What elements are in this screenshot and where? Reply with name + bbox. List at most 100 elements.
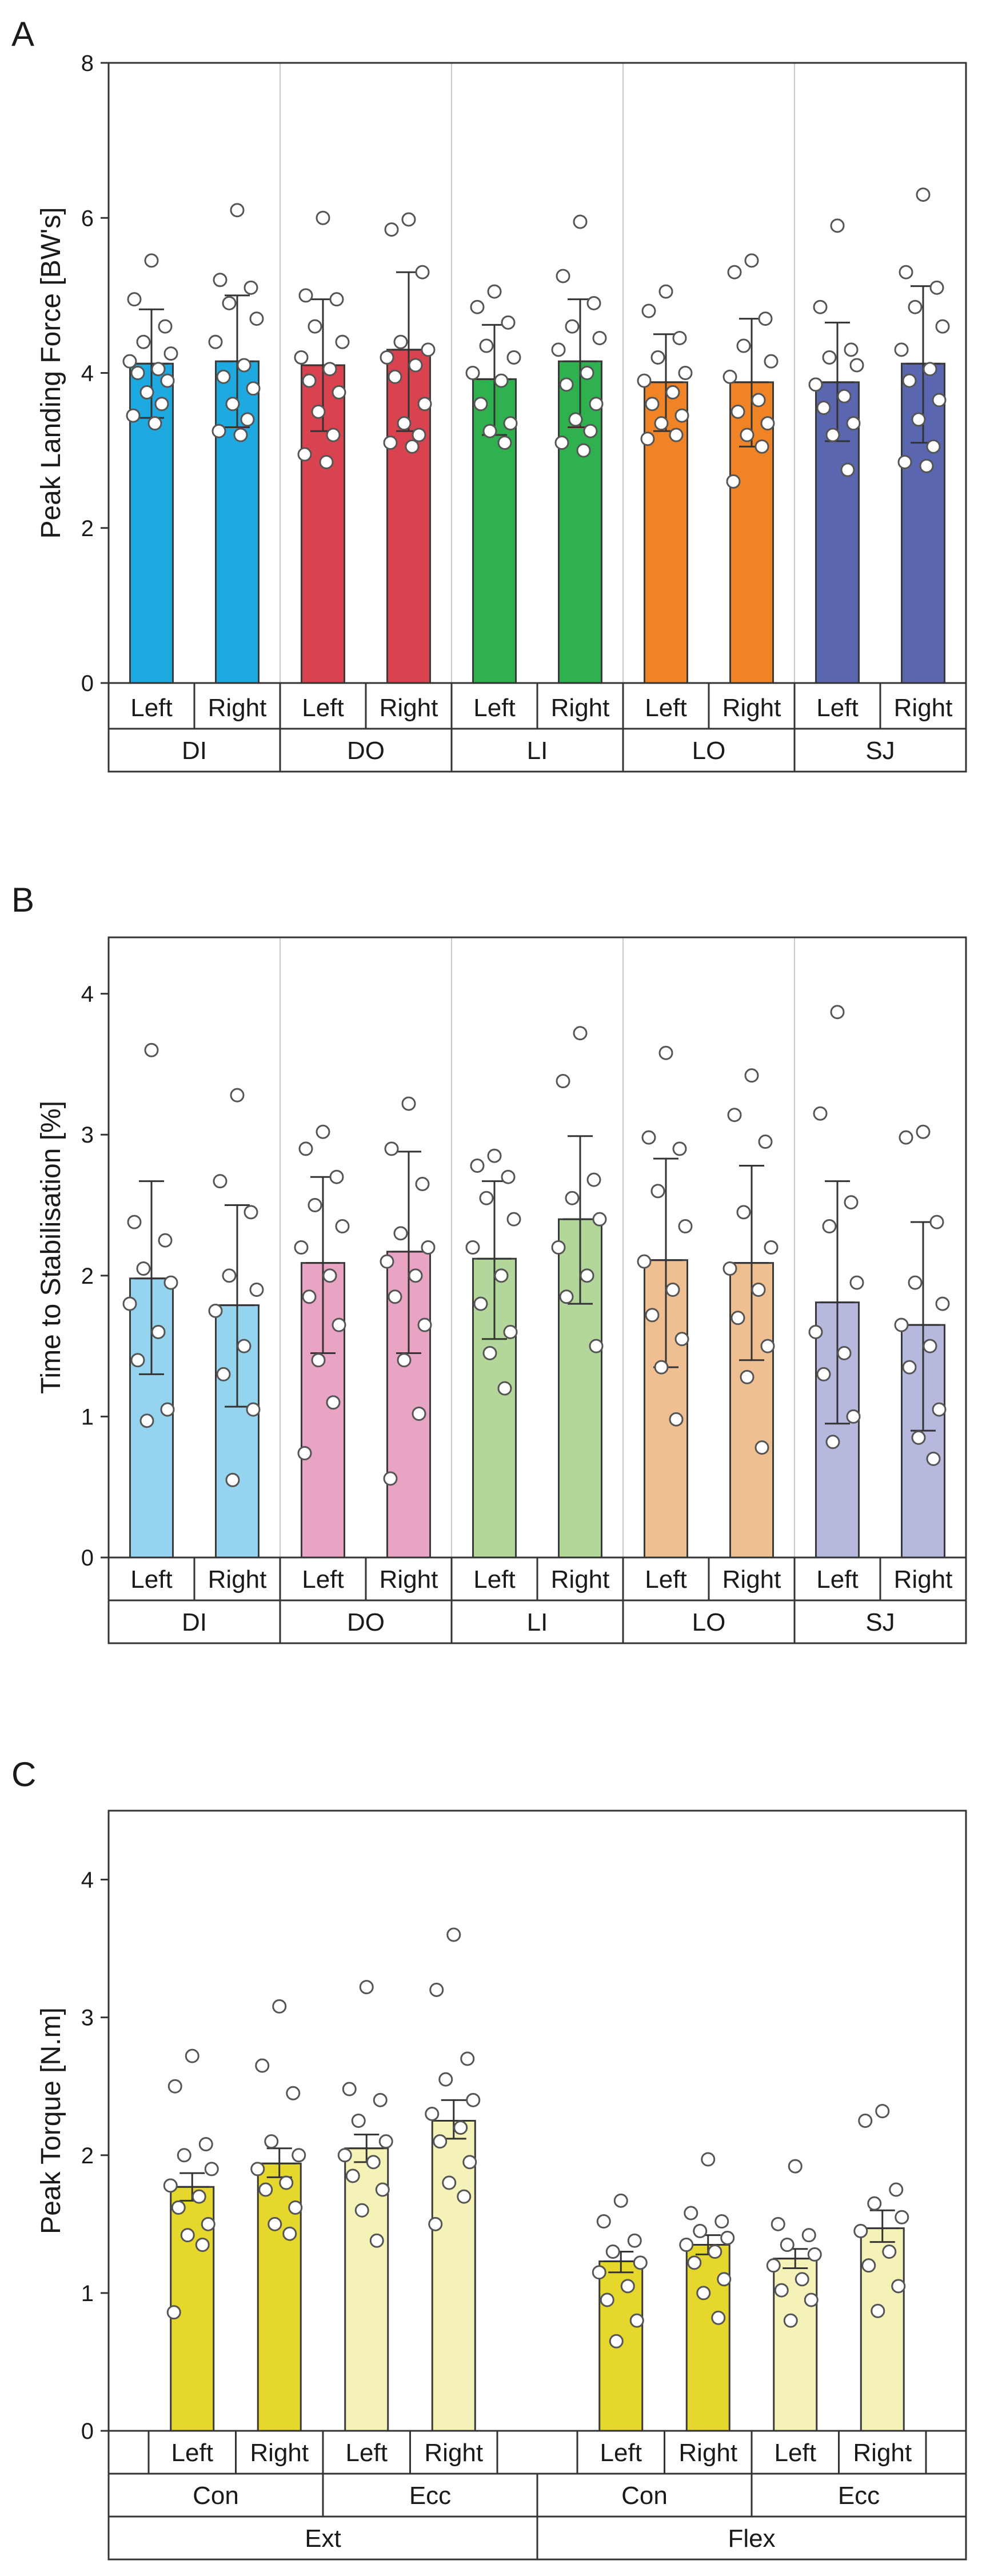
data-point (766, 2258, 781, 2273)
data-point (911, 1430, 926, 1445)
data-point (867, 2196, 882, 2211)
group-label: DI (182, 737, 207, 765)
data-point (216, 369, 231, 384)
data-point (144, 253, 159, 268)
data-point (717, 2272, 732, 2287)
data-point (384, 1141, 399, 1156)
data-point (650, 350, 665, 365)
data-point (462, 2155, 477, 2170)
data-point (678, 1219, 693, 1234)
data-point (225, 397, 240, 412)
data-point (237, 1339, 252, 1353)
y-tick-label: 1 (81, 2281, 94, 2306)
data-point (600, 2293, 614, 2307)
data-point (335, 334, 350, 349)
data-point (891, 2279, 906, 2294)
y-tick-label: 3 (81, 2006, 94, 2031)
data-point (568, 412, 583, 427)
data-point (830, 1005, 845, 1020)
data-point (380, 1254, 394, 1269)
data-point (919, 458, 934, 473)
data-point (136, 1261, 151, 1276)
data-point (501, 315, 516, 330)
data-point (551, 342, 566, 357)
data-point (908, 1275, 923, 1290)
bar-category-label: Left (816, 694, 858, 722)
data-point (813, 1106, 828, 1121)
supergroup-label: Ext (305, 2525, 341, 2553)
data-point (222, 1268, 237, 1283)
data-point (246, 1402, 261, 1417)
data-point (354, 2203, 369, 2218)
data-point (369, 2233, 384, 2248)
data-point (895, 2210, 909, 2224)
data-point (316, 1124, 330, 1139)
y-tick-label: 8 (81, 51, 94, 76)
y-tick-label: 4 (81, 1868, 94, 1893)
data-point (279, 2175, 294, 2190)
bar-category-label: Left (171, 2439, 213, 2467)
data-point (397, 416, 412, 431)
data-point (180, 2228, 195, 2243)
data-point (151, 362, 166, 377)
data-point (565, 319, 580, 334)
data-point (899, 1130, 913, 1145)
data-point (487, 284, 502, 299)
data-point (840, 462, 855, 477)
y-axis-label: Time to Stabilisation [%] (36, 1101, 66, 1394)
data-point (633, 2255, 648, 2270)
data-point (674, 408, 689, 423)
data-point (222, 295, 237, 310)
group-label: SJ (865, 1608, 895, 1636)
data-point (366, 2155, 381, 2170)
data-point (240, 412, 255, 427)
data-point (415, 1177, 430, 1192)
data-point (804, 2293, 819, 2307)
data-point (230, 203, 245, 218)
data-point (871, 2303, 885, 2318)
data-point (185, 2048, 199, 2063)
data-point (596, 2214, 611, 2229)
data-point (923, 362, 937, 377)
data-point (479, 338, 494, 353)
bar-category-label: Right (722, 694, 781, 722)
data-point (494, 1268, 509, 1283)
data-point (559, 1289, 574, 1304)
bar-category-label: Left (645, 1565, 686, 1593)
data-point (641, 303, 656, 318)
data-point (401, 212, 416, 227)
data-point (308, 1198, 322, 1213)
data-point (438, 2072, 453, 2087)
data-point (316, 210, 330, 225)
panel-letter: A (11, 15, 34, 53)
data-point (160, 1402, 175, 1417)
data-point (758, 1135, 773, 1149)
data-point (672, 1141, 687, 1156)
data-point (580, 1268, 594, 1283)
data-point (332, 1317, 346, 1332)
y-tick-label: 2 (81, 1264, 94, 1289)
data-point (658, 284, 673, 299)
data-point (417, 397, 432, 412)
data-point (908, 299, 923, 314)
data-point (388, 369, 402, 384)
data-point (556, 1074, 570, 1089)
data-point (160, 373, 175, 388)
bar-category-label: Left (473, 694, 515, 722)
data-point (559, 377, 574, 392)
data-point (158, 1233, 173, 1248)
data-point (813, 299, 828, 314)
data-point (640, 432, 655, 446)
data-point (213, 1174, 227, 1189)
bar-category-label: Right (678, 2439, 737, 2467)
bar-category-label: Right (424, 2439, 483, 2467)
bar-category-label: Right (208, 694, 267, 722)
data-point (658, 1045, 673, 1060)
data-point (730, 1311, 745, 1325)
data-point (586, 1172, 601, 1187)
data-point (258, 2182, 273, 2197)
panel-letter: C (11, 1755, 36, 1794)
group-label: SJ (865, 737, 895, 765)
data-point (342, 2082, 357, 2096)
data-point (774, 2283, 789, 2298)
